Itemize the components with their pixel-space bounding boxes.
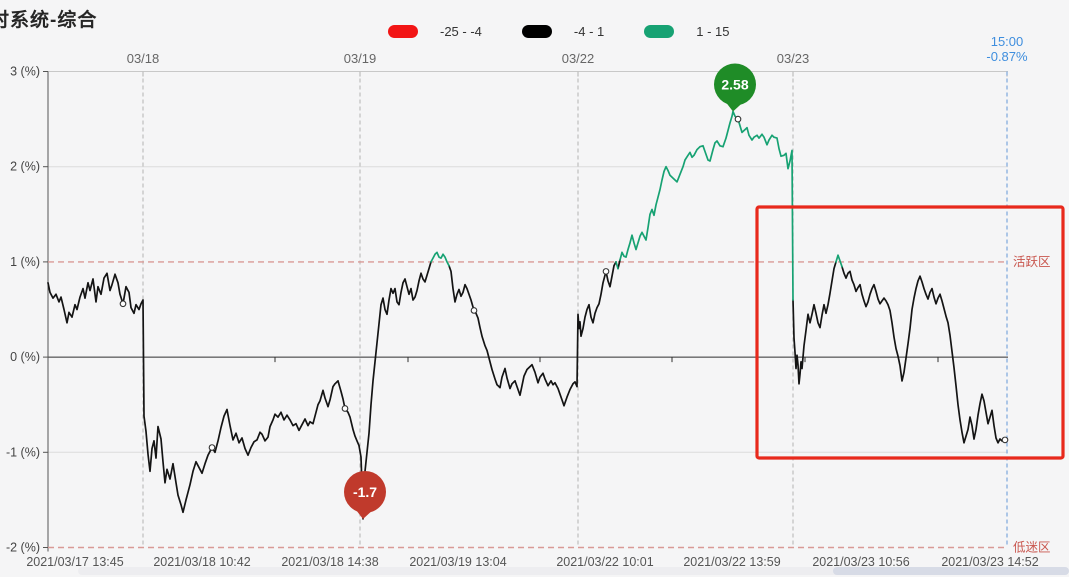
legend-label: -25 - -4 xyxy=(440,24,482,39)
legend-item[interactable]: 1 - 15 xyxy=(644,24,730,39)
point-marker xyxy=(470,307,478,314)
scrollbar-thumb[interactable] xyxy=(833,567,1069,575)
legend-label: 1 - 15 xyxy=(696,24,730,39)
legend-swatch xyxy=(388,25,418,38)
point-marker xyxy=(602,268,610,275)
y-axis-label: -2 (%) xyxy=(6,541,40,555)
legend-swatch xyxy=(521,25,552,38)
pin-bubble xyxy=(344,470,386,513)
pin-label: -1.7 xyxy=(353,484,377,500)
top-axis-label: 03/18 xyxy=(127,51,160,66)
point-marker xyxy=(734,115,742,123)
horizontal-scrollbar[interactable] xyxy=(78,567,1069,575)
bottom-axis-label: 2021/03/17 13:45 xyxy=(26,555,123,569)
bottom-axis-label: 2021/03/19 13:04 xyxy=(409,555,506,569)
legend-item[interactable]: -4 - 1 xyxy=(521,24,605,39)
point-marker xyxy=(119,300,127,308)
point-marker xyxy=(341,405,349,412)
pin-label: 2.58 xyxy=(721,76,748,92)
legend-label: -4 - 1 xyxy=(573,24,605,39)
series-line-black xyxy=(47,259,1006,520)
pin-bubble xyxy=(714,63,756,106)
pin-annotation: 2.58 xyxy=(714,63,756,112)
bottom-axis-label: 2021/03/18 10:42 xyxy=(153,555,250,569)
crosshair-readout: 15:00 -0.87% xyxy=(947,34,1067,64)
highlight-box xyxy=(755,205,1065,460)
threshold-label: 活跃区 xyxy=(1013,255,1051,269)
bottom-axis-label: 2021/03/22 13:59 xyxy=(683,555,780,569)
page-title: 时系统-综合 xyxy=(0,10,98,31)
crosshair-time: 15:00 xyxy=(990,34,1024,49)
y-axis-label: 3 (%) xyxy=(10,65,40,79)
y-axis-label: 2 (%) xyxy=(10,160,40,174)
threshold-label: 低迷区 xyxy=(1013,541,1051,555)
pin-annotation: -1.7 xyxy=(344,470,386,519)
point-marker xyxy=(1001,436,1009,444)
series-line-green xyxy=(430,110,843,301)
top-axis-label: 03/23 xyxy=(777,51,810,66)
bottom-axis-label: 2021/03/23 10:56 xyxy=(812,555,909,569)
top-axis-label: 03/22 xyxy=(562,51,595,66)
crosshair-change: -0.87% xyxy=(986,49,1028,64)
legend-swatch xyxy=(644,25,675,38)
top-axis-label: 03/19 xyxy=(344,51,377,66)
legend: -25 - -4 -4 - 1 1 - 15 xyxy=(388,24,770,39)
bottom-axis-label: 2021/03/18 14:38 xyxy=(281,555,378,569)
bottom-axis-label: 2021/03/23 14:52 xyxy=(941,555,1038,569)
point-marker xyxy=(208,444,216,451)
legend-item[interactable]: -25 - -4 xyxy=(388,24,482,39)
bottom-axis-label: 2021/03/22 10:01 xyxy=(556,555,653,569)
y-axis-label: -1 (%) xyxy=(6,445,40,459)
y-axis-label: 1 (%) xyxy=(10,255,40,269)
y-axis-label: 0 (%) xyxy=(10,350,40,364)
